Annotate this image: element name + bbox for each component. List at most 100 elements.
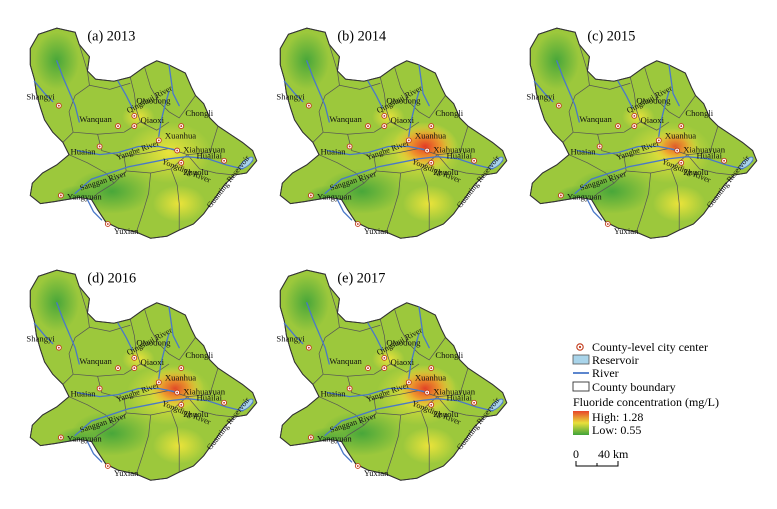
river-line	[668, 64, 680, 107]
city-label: Yangyuan	[567, 192, 602, 202]
city-marker-dot	[223, 401, 225, 404]
city-marker-dot	[106, 465, 109, 467]
river-line	[617, 80, 633, 109]
county-boundary	[68, 396, 115, 426]
county-boundary	[129, 77, 170, 131]
county-boundary	[318, 154, 365, 184]
river-line	[408, 332, 420, 379]
river-line	[418, 64, 430, 107]
county-boundary	[644, 66, 696, 119]
legend: County-level city centerReservoirRiverCo…	[572, 340, 719, 467]
legend-boundary-label: County boundary	[592, 380, 676, 394]
river-line	[56, 302, 80, 365]
city-label: Huaian	[321, 147, 347, 157]
city-marker-dot	[557, 104, 560, 107]
county-boundary	[347, 367, 469, 400]
city-marker-dot	[348, 145, 351, 148]
city-marker-dot	[307, 346, 310, 349]
river-line	[324, 156, 504, 195]
river-line	[336, 440, 353, 463]
city-label: Huailai	[447, 151, 473, 161]
panel-title: (c) 2015	[587, 28, 635, 44]
city-marker-dot	[133, 367, 136, 369]
city-marker-dot	[383, 356, 386, 359]
city-label: Yangyuan	[317, 192, 352, 202]
reservoir	[739, 156, 754, 169]
river-line	[326, 145, 430, 156]
city-marker-dot	[657, 139, 660, 142]
county-boundary	[629, 77, 670, 131]
city-marker-dot	[430, 161, 433, 164]
city-label: Xuanhua	[665, 130, 696, 140]
city-label: Huaian	[321, 389, 347, 399]
city-marker-dot	[59, 436, 62, 439]
city-label: Yangyuan	[317, 434, 352, 444]
city-marker-dot	[180, 161, 183, 164]
city-label: Qiaoxi	[140, 357, 164, 367]
city-label: Xiahuayuan	[433, 145, 475, 155]
county-boundary	[97, 367, 219, 400]
county-boundary	[347, 125, 469, 158]
city-label: Zhuolu	[183, 167, 209, 177]
city-label: Yuxian	[114, 226, 139, 236]
city-marker-dot	[356, 223, 359, 225]
river-line	[306, 302, 330, 365]
high-zone	[650, 128, 700, 165]
city-label: Chongli	[435, 108, 463, 118]
city-label: Shangyi	[526, 92, 555, 102]
county-boundary	[589, 82, 631, 90]
city-marker-dot	[430, 403, 433, 406]
city-marker-dot	[407, 381, 410, 384]
legend-fluoride-title: Fluoride concentration (mg/L)	[573, 395, 719, 409]
city-marker-dot	[180, 403, 183, 406]
city-marker-dot	[157, 381, 160, 384]
city-label: Xuanhua	[415, 372, 446, 382]
river-line	[158, 90, 170, 137]
county-boundary	[670, 168, 680, 231]
county-boundary	[386, 172, 401, 233]
city-marker-dot	[617, 125, 619, 127]
river-line	[336, 198, 353, 221]
river-line	[418, 306, 430, 349]
city-marker-dot	[133, 125, 136, 127]
city-marker-dot	[426, 391, 429, 394]
reservoir	[489, 156, 504, 169]
city-marker-dot	[133, 114, 136, 117]
city-marker-dot	[176, 391, 179, 394]
city-marker-dot	[57, 346, 60, 349]
city-label: Wanquan	[79, 114, 112, 124]
river-line	[168, 306, 180, 349]
river-line	[658, 90, 670, 137]
city-label: Qiaodong	[136, 338, 171, 348]
city-label: Qiaodong	[136, 96, 171, 106]
county-boundary	[89, 82, 131, 90]
city-label: Qiaoxi	[140, 115, 164, 125]
city-marker-dot	[426, 149, 429, 152]
city-marker-dot	[473, 159, 475, 162]
concentration-field	[284, 32, 462, 222]
panel-title: (d) 2016	[87, 270, 136, 286]
city-marker-dot	[117, 125, 119, 127]
city-label: Huaian	[71, 389, 97, 399]
city-marker-dot	[723, 159, 725, 162]
river-line	[74, 156, 254, 195]
city-label: Qiaodong	[636, 96, 671, 106]
river-line	[86, 440, 103, 463]
county-boundary	[379, 319, 420, 373]
city-label: Huailai	[447, 393, 473, 403]
city-label: Yangyuan	[67, 434, 102, 444]
city-marker-dot	[383, 125, 386, 127]
river-line	[283, 80, 304, 103]
city-label: Zhuolu	[433, 167, 459, 177]
city-label: Qiaoxi	[390, 357, 414, 367]
county-boundary	[437, 154, 485, 176]
legend-low-label: Low: 0.55	[592, 423, 641, 437]
city-label: Chongli	[435, 350, 463, 360]
river-line	[326, 387, 430, 398]
city-label: Shangyi	[276, 92, 305, 102]
panel-title: (e) 2017	[337, 270, 385, 286]
city-marker-dot	[407, 139, 410, 142]
city-label: Xiahuayuan	[183, 145, 225, 155]
